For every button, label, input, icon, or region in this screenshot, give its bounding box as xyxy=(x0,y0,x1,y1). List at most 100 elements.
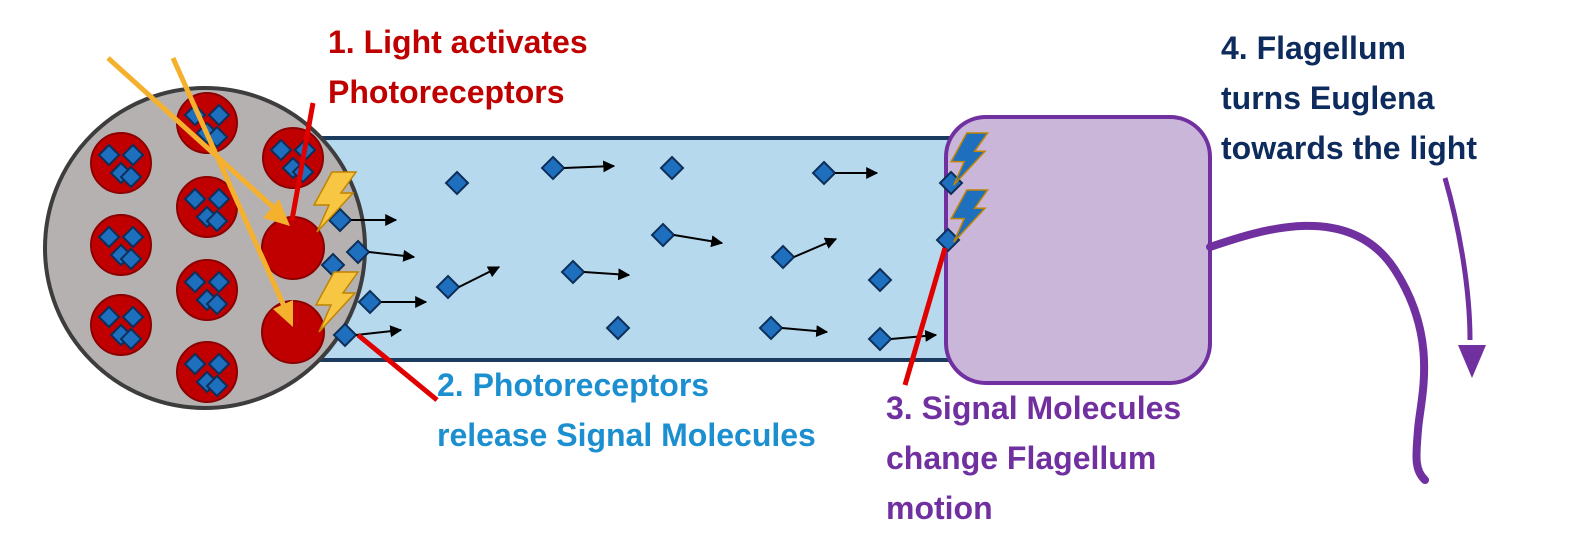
signal-molecule-group xyxy=(320,155,938,352)
signal-molecule-diamond xyxy=(659,155,685,181)
stored-signal-molecule xyxy=(207,103,231,127)
motion-arrow xyxy=(583,268,631,281)
pointer-line-3 xyxy=(902,247,948,386)
stored-signal-molecule xyxy=(205,374,229,398)
motion-arrow xyxy=(781,325,829,338)
stored-signal-molecule xyxy=(207,352,231,376)
step-3-label: 3. Signal Molecules change Flagellum mot… xyxy=(886,383,1181,533)
stored-signal-molecule xyxy=(121,143,145,167)
stored-signal-molecule xyxy=(205,209,229,233)
lightning-icon xyxy=(312,171,358,233)
turning-arrow xyxy=(1442,177,1473,341)
stored-signal-molecule xyxy=(97,143,121,167)
signal-molecule xyxy=(811,160,879,186)
signal-molecule-diamond xyxy=(444,170,470,196)
stored-signal-molecule xyxy=(119,327,143,351)
step-3-line-1: 3. Signal Molecules xyxy=(886,390,1182,426)
motion-arrow xyxy=(355,325,403,338)
motion-arrow xyxy=(890,329,938,342)
signal-molecule xyxy=(867,267,893,293)
signal-molecule xyxy=(758,315,829,341)
stored-signal-molecule xyxy=(119,247,143,271)
step-1-label: 1. Light activates Photoreceptors xyxy=(328,17,588,117)
stored-signal-molecule xyxy=(119,165,143,189)
signal-molecule xyxy=(444,170,470,196)
signal-molecule xyxy=(650,222,724,248)
signal-molecule xyxy=(867,326,938,352)
signal-molecule xyxy=(332,322,403,348)
step-3-line-3: motion xyxy=(886,490,993,526)
signal-molecule xyxy=(540,155,616,181)
step-2-line-2: release Signal Molecules xyxy=(437,417,816,453)
signal-molecule-diamond xyxy=(605,315,631,341)
signal-molecule-diamond xyxy=(345,239,371,265)
motion-arrow xyxy=(673,234,724,248)
signal-molecule-diamond xyxy=(435,274,461,300)
motion-arrow xyxy=(793,237,838,258)
signal-spark-icon xyxy=(949,189,990,243)
photoreceptor xyxy=(176,92,238,154)
signal-tube xyxy=(303,136,977,362)
light-ray-2-head xyxy=(273,300,293,327)
stored-signal-molecule xyxy=(183,352,207,376)
signal-molecule xyxy=(770,237,838,270)
stored-signal-molecule xyxy=(207,187,231,211)
signal-molecule-diamond xyxy=(758,315,784,341)
signal-molecule-diamond xyxy=(811,160,837,186)
light-ray-1 xyxy=(106,56,287,220)
stored-signal-molecule xyxy=(97,305,121,329)
signal-molecule-diamond xyxy=(332,322,358,348)
turning-arrow-head xyxy=(1458,345,1486,378)
step-4-label: 4. Flagellum turns Euglena towards the l… xyxy=(1221,23,1477,173)
stored-signal-molecule xyxy=(183,270,207,294)
flagellum-base xyxy=(944,115,1212,385)
step-1-line-2: Photoreceptors xyxy=(328,74,565,110)
motion-arrow xyxy=(563,160,616,173)
signal-molecule xyxy=(659,155,685,181)
pointer-line-1 xyxy=(289,102,316,221)
stored-signal-molecule xyxy=(269,138,293,162)
signal-molecule-diamond xyxy=(327,207,353,233)
stored-signal-molecule xyxy=(205,292,229,316)
signal-molecule-diamond xyxy=(770,244,796,270)
motion-arrow xyxy=(458,266,501,288)
signal-molecule-diamond xyxy=(650,222,676,248)
signal-molecule-diamond xyxy=(357,289,383,315)
signal-molecule-diamond xyxy=(867,326,893,352)
step-2-line-1: 2. Photoreceptors xyxy=(437,367,710,403)
signal-molecule xyxy=(357,289,428,315)
photoreceptor xyxy=(90,214,152,276)
step-1-line-1: 1. Light activates xyxy=(328,24,588,60)
signal-molecule xyxy=(605,315,631,341)
signal-molecule-diamond xyxy=(560,259,586,285)
signal-molecule-diamond xyxy=(540,155,566,181)
stored-signal-molecule xyxy=(207,270,231,294)
photoreceptor xyxy=(262,127,324,189)
light-ray-2 xyxy=(170,56,291,317)
lightning-group xyxy=(312,132,990,333)
step-4-line-2: turns Euglena xyxy=(1221,80,1435,116)
photoreceptor xyxy=(176,259,238,321)
step-4-line-1: 4. Flagellum xyxy=(1221,30,1406,66)
signal-molecule xyxy=(435,266,501,300)
stored-signal-molecule xyxy=(121,225,145,249)
stored-signal-molecule xyxy=(121,305,145,329)
arriving-signal-molecule xyxy=(935,227,961,253)
signal-molecule-diamond xyxy=(867,267,893,293)
stored-signal-molecule xyxy=(183,187,207,211)
photoreceptor xyxy=(90,294,152,356)
signal-molecule xyxy=(560,259,631,285)
flagellum xyxy=(1206,221,1429,484)
lightning-icon xyxy=(314,271,360,333)
light-ray-1-head xyxy=(263,199,290,226)
signal-spark-icon xyxy=(949,132,990,186)
step-3-line-2: change Flagellum xyxy=(886,440,1157,476)
step-2-label: 2. Photoreceptors release Signal Molecul… xyxy=(437,360,816,460)
photoreceptor xyxy=(176,341,238,403)
signal-molecule xyxy=(345,239,416,265)
pointer-line-2 xyxy=(356,333,439,402)
signal-molecule xyxy=(327,207,398,233)
motion-arrow xyxy=(368,249,416,262)
